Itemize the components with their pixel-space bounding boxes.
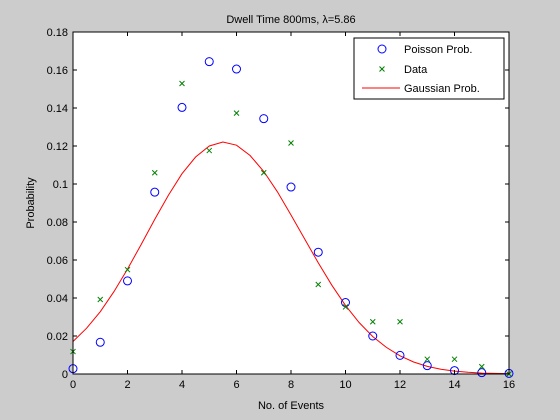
- poisson-point: [150, 187, 160, 197]
- data-point: [478, 363, 485, 370]
- legend-label-data: Data: [404, 64, 428, 76]
- poisson-point: [477, 368, 487, 378]
- data-point: [288, 140, 294, 146]
- y-axis-label: Probability: [25, 177, 37, 229]
- gaussian-layer: [72, 141, 510, 375]
- legend-label-poisson: Poisson Prob.: [404, 44, 472, 56]
- x-tick-label: 14: [448, 379, 460, 391]
- data-point: [233, 110, 240, 116]
- x-axis-label: No. of Events: [258, 400, 325, 412]
- poisson-point: [232, 64, 241, 74]
- poisson-point: [95, 337, 105, 347]
- data-point: [451, 356, 458, 363]
- poisson-point: [286, 182, 296, 192]
- poisson-point: [177, 102, 187, 112]
- gaussian-curve: [72, 141, 510, 375]
- legend-x-marker: [379, 66, 385, 72]
- data-point: [397, 318, 403, 325]
- data-point: [124, 266, 131, 273]
- poisson-point: [259, 114, 269, 124]
- data-point: [342, 304, 349, 310]
- x-tick-label: 0: [70, 379, 76, 391]
- legend-circle-marker: [377, 44, 387, 54]
- data-point: [151, 169, 158, 176]
- y-tick-label: 0.08: [47, 217, 68, 229]
- poisson-point: [368, 331, 378, 341]
- data-point: [260, 169, 267, 176]
- data-point: [206, 147, 213, 154]
- y-tick-label: 0: [62, 369, 68, 381]
- data-point: [369, 318, 376, 325]
- legend-label-gaussian: Gaussian Prob.: [404, 83, 480, 95]
- x-tick-label: 12: [394, 379, 406, 391]
- legend: Poisson Prob. Data Gaussian Prob.: [353, 37, 505, 100]
- data-point: [97, 296, 104, 303]
- data-point: [179, 80, 185, 87]
- legend-icon-data: [379, 66, 385, 72]
- poisson-point: [123, 276, 132, 286]
- y-tick-label: 0.18: [47, 27, 68, 39]
- tick-layer: 0 2 4 6 8 10 12 14 16 0 0.02 0.04 0.06 0.08 0.1 0.12 0.1…: [47, 27, 516, 391]
- x-tick-label: 2: [124, 379, 130, 391]
- y-tick-label: 0.02: [47, 331, 68, 343]
- poisson-point: [422, 361, 432, 371]
- poisson-point: [395, 350, 405, 360]
- data-point: [315, 281, 322, 288]
- x-tick-label: 16: [503, 379, 515, 391]
- y-tick-label: 0.06: [47, 255, 68, 267]
- x-tick-label: 10: [339, 379, 351, 391]
- legend-box: [353, 37, 505, 100]
- y-tick-label: 0.16: [47, 65, 68, 77]
- x-tick-label: 6: [233, 379, 239, 391]
- poisson-point: [204, 57, 214, 67]
- x-tick-label: 4: [179, 379, 185, 391]
- x-tick-label: 8: [288, 379, 294, 391]
- y-tick-label: 0.1: [53, 179, 68, 191]
- y-tick-label: 0.04: [47, 293, 68, 305]
- chart-title: Dwell Time 800ms, λ=5.86: [226, 14, 355, 26]
- y-tick-label: 0.12: [47, 141, 68, 153]
- data-point: [424, 356, 431, 363]
- legend-icon-poisson: [377, 44, 387, 54]
- poisson-point: [450, 366, 459, 376]
- poisson-point: [313, 247, 323, 257]
- y-tick-label: 0.14: [47, 103, 68, 115]
